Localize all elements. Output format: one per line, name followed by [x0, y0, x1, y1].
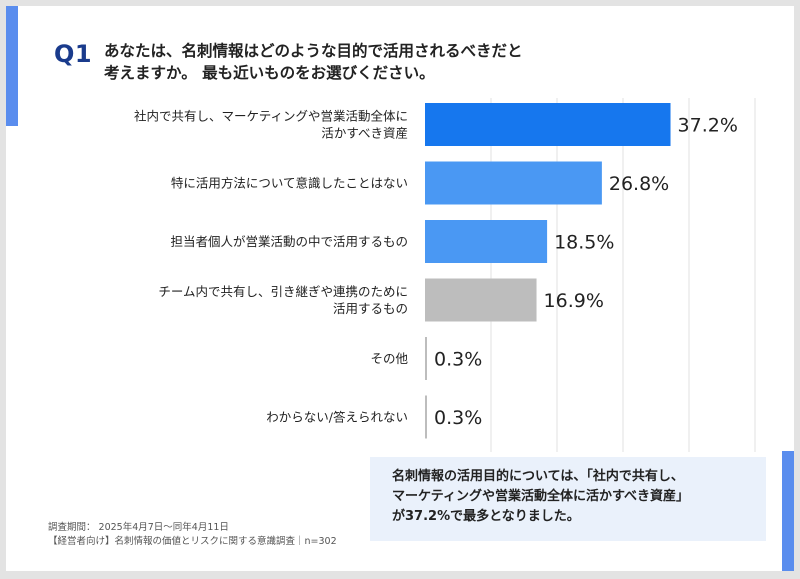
survey-period: 調査期間： 2025年4月7日～同年4月11日 [48, 522, 229, 533]
category-label: 活かすべき資産 [321, 126, 408, 141]
question-text: あなたは、名刺情報はどのような目的で活用されるべきだと 考えますか。 最も近いも… [104, 40, 523, 84]
accent-bar-bottom-right [782, 451, 794, 571]
survey-source: 【経営者向け】名刺情報の価値とリスクに関する意識調査｜n=302 [48, 536, 337, 547]
category-label: チーム内で共有し、引き継ぎや連携のために [158, 284, 408, 299]
question-line-2: 考えますか。 最も近いものをお選びください。 [104, 64, 435, 82]
question-line-1: あなたは、名刺情報はどのような目的で活用されるべきだと [104, 42, 523, 60]
accent-bar-top-left [6, 6, 18, 126]
value-label: 26.8% [609, 173, 669, 195]
bar [425, 395, 427, 439]
bar [425, 161, 602, 205]
summary-line-2: マーケティングや営業活動全体に活かすべき資産」 [392, 489, 690, 504]
survey-footer: 調査期間： 2025年4月7日～同年4月11日 【経営者向け】名刺情報の価値とリ… [48, 521, 337, 549]
category-label: わからない/答えられない [266, 410, 408, 425]
value-label: 18.5% [554, 232, 614, 254]
value-label: 0.3% [434, 407, 482, 429]
bar [425, 103, 671, 146]
category-label: 社内で共有し、マーケティングや営業活動全体に [134, 109, 408, 124]
category-label: 活用するもの [333, 301, 408, 316]
summary-line-3: が37.2%で最多となりました。 [392, 509, 580, 524]
category-label: その他 [370, 351, 408, 366]
bar [425, 278, 537, 322]
value-label: 37.2% [678, 115, 738, 137]
value-label: 16.9% [544, 290, 604, 312]
gridlines [490, 98, 756, 452]
question-number: Q1 [54, 40, 93, 68]
summary-note: 名刺情報の活用目的については、「社内で共有し、 マーケティングや営業活動全体に活… [370, 457, 766, 541]
bar [425, 337, 427, 380]
category-label: 担当者個人が営業活動の中で活用するもの [170, 234, 408, 249]
value-label: 0.3% [434, 349, 482, 371]
bar [425, 220, 548, 263]
summary-line-1: 名刺情報の活用目的については、「社内で共有し、 [392, 469, 684, 484]
category-label: 特に活用方法について意識したことはない [171, 176, 408, 191]
